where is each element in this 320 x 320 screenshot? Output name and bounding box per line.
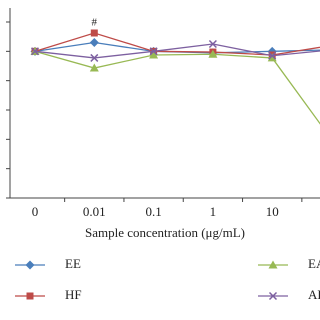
x-tick-label: 0 bbox=[32, 204, 39, 219]
legend-label: HF bbox=[65, 287, 82, 302]
legend-marker bbox=[268, 291, 278, 301]
marker bbox=[89, 38, 99, 48]
marker bbox=[90, 53, 99, 62]
legend-marker bbox=[26, 292, 34, 300]
marker bbox=[208, 39, 217, 49]
marker bbox=[149, 47, 158, 56]
series-line bbox=[34, 32, 320, 56]
x-tick-label: 0.1 bbox=[145, 204, 161, 219]
marker bbox=[90, 29, 98, 37]
legend-label: AF bbox=[308, 287, 320, 302]
legend-label: EE bbox=[65, 256, 81, 271]
legend-marker bbox=[268, 260, 278, 269]
x-tick-label: 1 bbox=[210, 204, 217, 219]
x-tick-label: 10 bbox=[266, 204, 279, 219]
series-line bbox=[34, 43, 320, 59]
legend-label: EAF bbox=[308, 256, 320, 271]
marker bbox=[89, 63, 99, 72]
legend-marker bbox=[25, 260, 35, 270]
marker bbox=[30, 47, 40, 56]
marker bbox=[267, 53, 277, 62]
marker bbox=[208, 49, 218, 58]
marker bbox=[149, 50, 159, 59]
x-axis-label: Sample concentration (μg/mL) bbox=[85, 225, 245, 240]
annotation: # bbox=[92, 17, 98, 29]
marker bbox=[268, 51, 277, 60]
x-tick-label: 0.01 bbox=[83, 204, 106, 219]
series-line bbox=[34, 50, 320, 125]
